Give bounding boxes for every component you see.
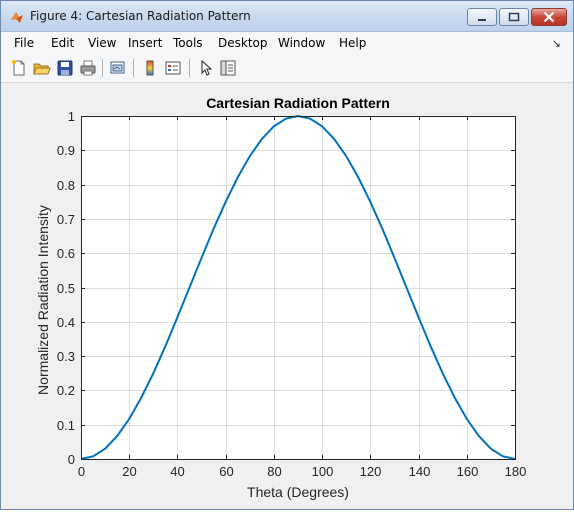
axes-background[interactable] (81, 116, 515, 459)
menu-window[interactable]: Window (278, 36, 326, 50)
y-tick-label: 0.3 (57, 349, 75, 364)
y-tick-label: 0.8 (57, 178, 75, 193)
x-tick-labels: 0 20 40 60 80 100 120 140 160 180 (78, 464, 526, 479)
close-button[interactable] (531, 8, 567, 26)
colorbar-icon[interactable] (141, 59, 159, 77)
y-tick-label: 0.7 (57, 212, 75, 227)
x-tick-label: 100 (312, 464, 334, 479)
toolbar (1, 54, 573, 83)
menu-view[interactable]: View (88, 36, 117, 50)
toolbar-separator (133, 59, 134, 77)
y-tick-label: 0.9 (57, 143, 75, 158)
toolbar-separator (102, 59, 103, 77)
close-icon (543, 11, 555, 23)
menu-insert[interactable]: Insert (128, 36, 163, 50)
x-tick-label: 140 (409, 464, 431, 479)
menu-file[interactable]: File (14, 36, 35, 50)
x-tick-label: 160 (457, 464, 479, 479)
y-tick-labels: 0 0.1 0.2 0.3 0.4 0.5 0.6 0.7 0.8 0.9 1 (57, 109, 75, 467)
x-tick-label: 80 (267, 464, 281, 479)
y-tick-label: 0.6 (57, 246, 75, 261)
x-tick-label: 180 (505, 464, 527, 479)
link-plot-icon[interactable] (109, 59, 127, 77)
menu-desktop[interactable]: Desktop (218, 36, 268, 50)
minimize-icon (478, 19, 486, 21)
axes-frame (81, 116, 516, 460)
maximize-icon (508, 12, 520, 22)
new-figure-icon[interactable] (10, 59, 28, 77)
open-file-icon[interactable] (33, 59, 51, 77)
figure-area: 0 20 40 60 80 100 120 140 160 180 0 0.1 0.2 0.3 0.4 0.… (1, 83, 573, 509)
x-tick-label: 60 (219, 464, 233, 479)
matlab-logo-icon (11, 12, 23, 23)
maximize-button[interactable] (499, 8, 529, 26)
print-icon[interactable] (79, 59, 97, 77)
edit-plot-arrow-icon[interactable] (197, 59, 215, 77)
y-axis-label: Normalized Radiation Intensity (35, 205, 51, 395)
x-tick-label: 120 (360, 464, 382, 479)
y-tick-label: 0 (68, 452, 75, 467)
y-tick-label: 0.1 (57, 418, 75, 433)
menu-tools[interactable]: Tools (173, 36, 203, 50)
y-tick-label: 0.2 (57, 383, 75, 398)
x-tick-label: 20 (122, 464, 136, 479)
window-title: Figure 4: Cartesian Radiation Pattern (30, 9, 251, 23)
toolbar-separator (189, 59, 190, 77)
chart-title: Cartesian Radiation Pattern (206, 95, 390, 111)
save-icon[interactable] (56, 59, 74, 77)
y-tick-label: 0.4 (57, 315, 75, 330)
menu-bar: File Edit View Insert Tools Desktop Wind… (1, 32, 573, 54)
menu-edit[interactable]: Edit (51, 36, 75, 50)
property-editor-icon[interactable] (219, 59, 237, 77)
y-tick-label: 1 (68, 109, 75, 124)
x-tick-label: 0 (78, 464, 85, 479)
legend-icon[interactable] (164, 59, 182, 77)
title-bar[interactable]: Figure 4: Cartesian Radiation Pattern (1, 1, 573, 32)
x-tick-label: 40 (170, 464, 184, 479)
minimize-button[interactable] (467, 8, 497, 26)
dock-arrow-icon[interactable]: ↘ (551, 38, 561, 50)
x-axis-label: Theta (Degrees) (247, 484, 349, 500)
menu-help[interactable]: Help (339, 36, 367, 50)
y-tick-label: 0.5 (57, 281, 75, 296)
radiation-chart: 0 20 40 60 80 100 120 140 160 180 0 0.1 0.2 0.3 0.4 0.… (35, 95, 526, 500)
